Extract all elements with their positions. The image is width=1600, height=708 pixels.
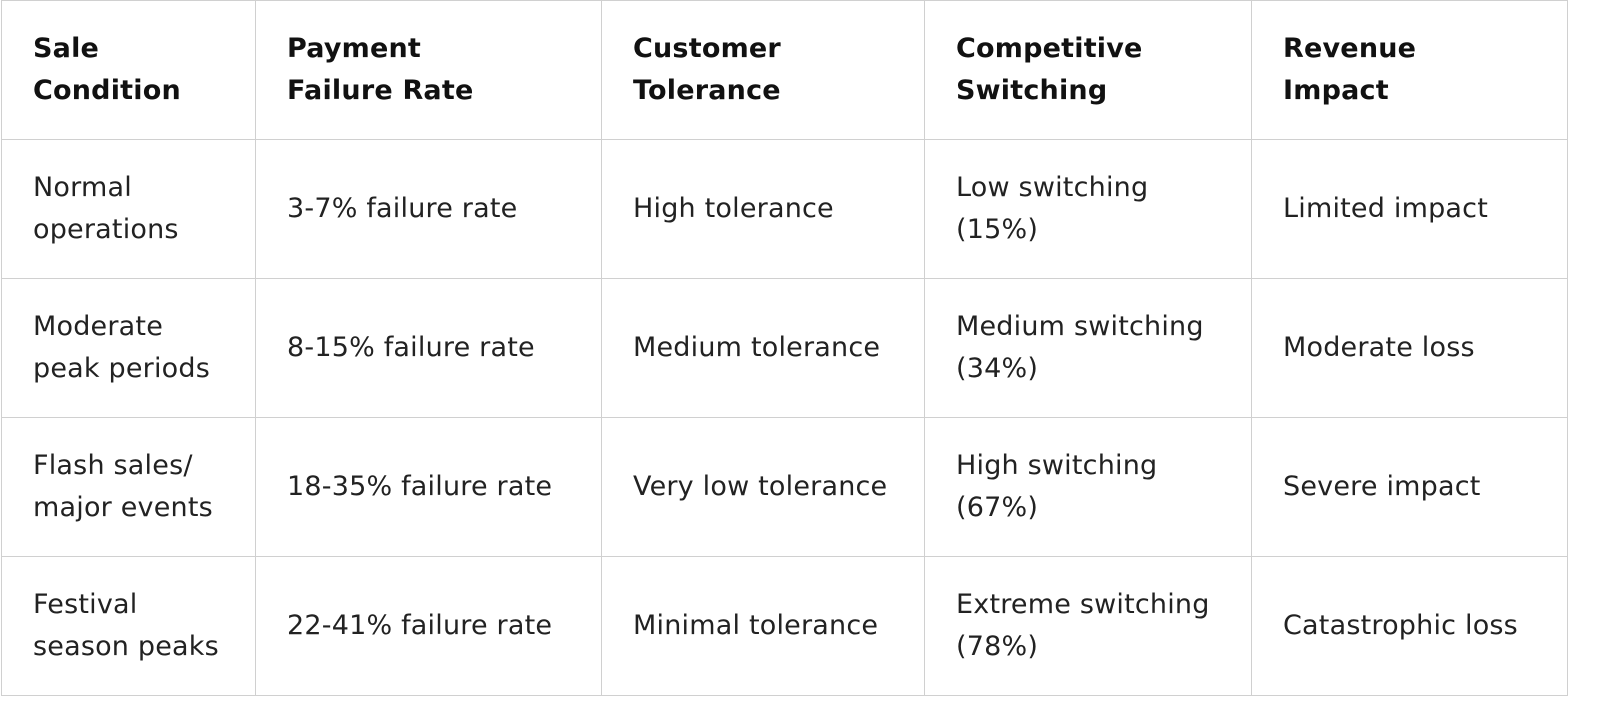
table-row: Moderate peak periods 8-15% failure rate… [1,278,1568,418]
cell-line: Festival [33,589,138,620]
cell-tolerance: Minimal tolerance [601,556,925,696]
header-line: Tolerance [633,75,781,106]
header-customer-tolerance: Customer Tolerance [601,0,925,140]
cell-line: operations [33,214,179,245]
cell-impact: Catastrophic loss [1251,556,1568,696]
cell-sale-condition: Flash sales/ major events [1,417,256,557]
header-line: Payment [287,33,422,64]
header-line: Condition [33,75,181,106]
cell-impact: Moderate loss [1251,278,1568,418]
header-revenue-impact: Revenue Impact [1251,0,1568,140]
cell-switching: Extreme switching (78%) [924,556,1252,696]
header-line: Switching [956,75,1108,106]
cell-line: season peaks [33,631,219,662]
header-line: Customer [633,33,781,64]
cell-line: (67%) [956,492,1039,523]
cell-sale-condition: Normal operations [1,139,256,279]
cell-tolerance: Very low tolerance [601,417,925,557]
cell-line: High switching [956,450,1158,481]
table-row: Normal operations 3-7% failure rate High… [1,139,1568,279]
header-line: Failure Rate [287,75,474,106]
header-line: Impact [1283,75,1389,106]
header-line: Revenue [1283,33,1417,64]
header-line: Competitive [956,33,1143,64]
cell-impact: Severe impact [1251,417,1568,557]
table-row: Festival season peaks 22-41% failure rat… [1,556,1568,696]
cell-line: Normal [33,172,132,203]
cell-tolerance: High tolerance [601,139,925,279]
cell-impact: Limited impact [1251,139,1568,279]
cell-tolerance: Medium tolerance [601,278,925,418]
cell-line: Extreme switching [956,589,1210,620]
comparison-table-container: Sale Condition Payment Failure Rate Cust… [1,0,1568,696]
cell-line: Flash sales/ [33,450,193,481]
cell-line: Medium switching [956,311,1204,342]
header-sale-condition: Sale Condition [1,0,256,140]
table-row: Flash sales/ major events 18-35% failure… [1,417,1568,557]
cell-line: (15%) [956,214,1039,245]
cell-failure-rate: 3-7% failure rate [255,139,602,279]
header-competitive-switching: Competitive Switching [924,0,1252,140]
cell-sale-condition: Moderate peak periods [1,278,256,418]
cell-line: (78%) [956,631,1039,662]
cell-line: peak periods [33,353,210,384]
cell-failure-rate: 18-35% failure rate [255,417,602,557]
cell-switching: Low switching (15%) [924,139,1252,279]
sale-condition-table: Sale Condition Payment Failure Rate Cust… [1,0,1568,696]
cell-failure-rate: 22-41% failure rate [255,556,602,696]
cell-line: major events [33,492,213,523]
cell-sale-condition: Festival season peaks [1,556,256,696]
cell-switching: Medium switching (34%) [924,278,1252,418]
cell-line: Low switching [956,172,1149,203]
header-line: Sale [33,33,100,64]
header-payment-failure-rate: Payment Failure Rate [255,0,602,140]
cell-line: (34%) [956,353,1039,384]
table-header-row: Sale Condition Payment Failure Rate Cust… [1,0,1568,140]
cell-line: Moderate [33,311,164,342]
cell-switching: High switching (67%) [924,417,1252,557]
cell-failure-rate: 8-15% failure rate [255,278,602,418]
